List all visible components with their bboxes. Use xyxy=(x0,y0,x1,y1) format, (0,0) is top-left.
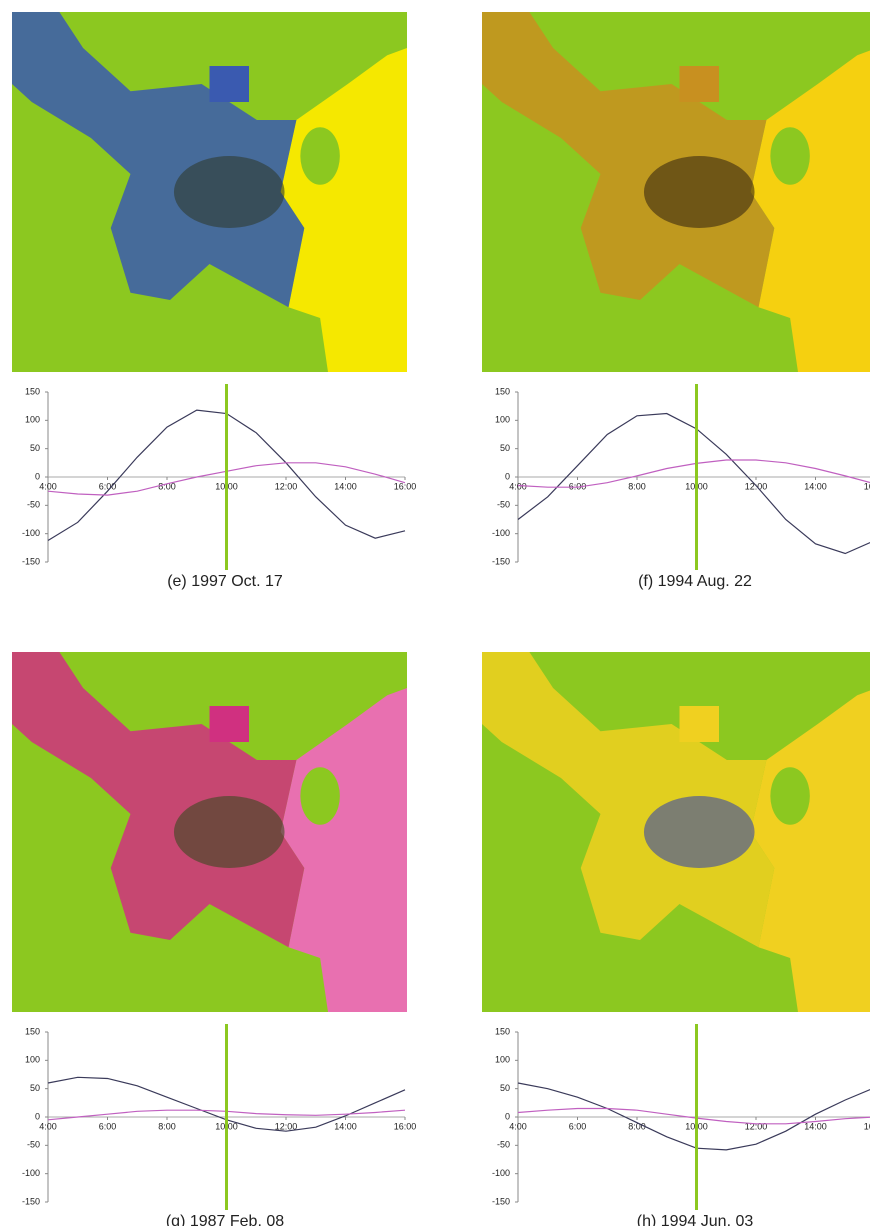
y-tick-label: 50 xyxy=(30,443,40,453)
inlet xyxy=(210,706,250,742)
y-tick-label: -150 xyxy=(22,1196,40,1206)
panel-caption: (e) 1997 Oct. 17 xyxy=(167,573,283,590)
y-tick-label: 0 xyxy=(35,1111,40,1121)
turbid-area xyxy=(174,156,285,228)
y-tick-label: 0 xyxy=(505,1111,510,1121)
y-tick-label: 150 xyxy=(495,1026,510,1036)
x-tick-label: 14:00 xyxy=(334,481,357,491)
figure: -150-100-500501001504:006:008:0010:0012:… xyxy=(0,0,870,1226)
y-tick-label: 50 xyxy=(30,1083,40,1093)
y-tick-label: 100 xyxy=(25,415,40,425)
panel-caption: (f) 1994 Aug. 22 xyxy=(638,573,752,590)
panel-caption: (g) 1987 Feb. 08 xyxy=(166,1213,284,1226)
x-tick-label: 16:00 xyxy=(394,1121,417,1131)
x-tick-label: 16:00 xyxy=(864,1121,870,1131)
x-tick-label: 8:00 xyxy=(628,481,646,491)
x-tick-label: 4:00 xyxy=(39,1121,57,1131)
series-line xyxy=(518,1083,870,1150)
y-tick-label: -50 xyxy=(497,500,510,510)
y-tick-label: -150 xyxy=(492,556,510,566)
island xyxy=(300,127,340,185)
island xyxy=(300,767,340,825)
x-tick-label: 6:00 xyxy=(99,1121,117,1131)
x-tick-label: 4:00 xyxy=(39,481,57,491)
x-tick-label: 6:00 xyxy=(99,481,117,491)
y-tick-label: -100 xyxy=(22,1168,40,1178)
y-tick-label: 150 xyxy=(25,386,40,396)
inlet xyxy=(680,706,720,742)
island xyxy=(770,127,810,185)
panel-caption: (h) 1994 Jun. 03 xyxy=(637,1213,754,1226)
x-tick-label: 6:00 xyxy=(569,1121,587,1131)
y-tick-label: -100 xyxy=(22,528,40,538)
y-tick-label: -50 xyxy=(27,1140,40,1150)
x-tick-label: 16:00 xyxy=(864,481,870,491)
y-tick-label: 150 xyxy=(495,386,510,396)
x-tick-label: 14:00 xyxy=(804,481,827,491)
turbid-area xyxy=(644,796,755,868)
y-tick-label: 0 xyxy=(505,471,510,481)
x-tick-label: 16:00 xyxy=(394,481,417,491)
y-tick-label: 50 xyxy=(500,443,510,453)
turbid-area xyxy=(644,156,755,228)
y-tick-label: 100 xyxy=(495,415,510,425)
y-tick-label: 100 xyxy=(495,1055,510,1065)
y-tick-label: 150 xyxy=(25,1026,40,1036)
y-tick-label: -50 xyxy=(497,1140,510,1150)
y-tick-label: 100 xyxy=(25,1055,40,1065)
page: {"chart_data": [ {"type": "line", "title… xyxy=(0,0,870,1226)
x-tick-label: 14:00 xyxy=(804,1121,827,1131)
y-tick-label: -150 xyxy=(492,1196,510,1206)
island xyxy=(770,767,810,825)
x-tick-label: 12:00 xyxy=(275,481,298,491)
inlet xyxy=(210,66,250,102)
y-tick-label: -100 xyxy=(492,1168,510,1178)
inlet xyxy=(680,66,720,102)
turbid-area xyxy=(174,796,285,868)
y-tick-label: -100 xyxy=(492,528,510,538)
x-tick-label: 4:00 xyxy=(509,1121,527,1131)
y-tick-label: -50 xyxy=(27,500,40,510)
y-tick-label: 0 xyxy=(35,471,40,481)
x-tick-label: 14:00 xyxy=(334,1121,357,1131)
x-tick-label: 8:00 xyxy=(158,1121,176,1131)
y-tick-label: 50 xyxy=(500,1083,510,1093)
y-tick-label: -150 xyxy=(22,556,40,566)
